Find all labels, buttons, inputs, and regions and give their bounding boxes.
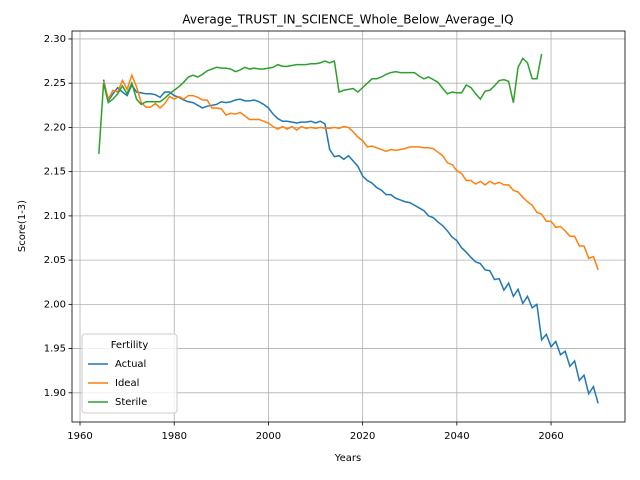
y-tick-label: 2.20 [44,122,66,133]
x-tick-label: 1960 [67,431,92,442]
legend-label: Actual [115,359,146,370]
chart-title: Average_TRUST_IN_SCIENCE_Whole_Below_Ave… [182,13,513,27]
legend-label: Sterile [115,397,147,408]
series-line [102,79,599,404]
y-tick-label: 1.90 [44,388,66,399]
y-tick-label: 2.25 [44,78,66,89]
plot-frame [71,30,626,423]
y-tick-label: 2.15 [44,167,66,178]
x-tick-label: 2020 [350,431,375,442]
y-tick-label: 1.95 [44,344,66,355]
x-tick-label: 2060 [538,431,563,442]
series-line [102,73,599,271]
legend-box [81,333,178,414]
x-tick-label: 2040 [444,431,469,442]
y-tick-label: 2.30 [44,34,66,45]
legend-title: Fertility [111,340,149,351]
y-tick-label: 2.05 [44,255,66,266]
legend-label: Ideal [115,378,139,389]
x-tick-label: 1980 [161,431,186,442]
x-axis-label: Years [334,453,361,464]
x-tick-label: 2000 [256,431,281,442]
series-line [98,53,543,155]
y-tick-label: 2.10 [44,211,66,222]
y-axis-label: Score(1-3) [17,200,28,252]
y-tick-label: 2.00 [44,299,66,310]
